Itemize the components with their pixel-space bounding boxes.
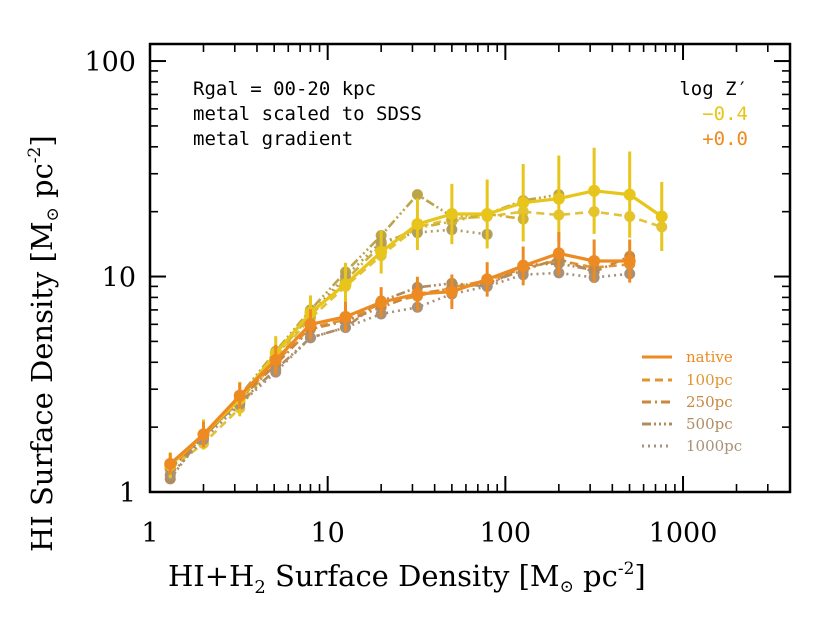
data-point xyxy=(339,278,352,291)
data-point xyxy=(481,208,494,221)
data-point xyxy=(304,318,317,331)
y-tick-label: 100 xyxy=(84,47,136,78)
data-point xyxy=(588,184,601,197)
metal-legend-entry-zero: +0.0 xyxy=(702,128,748,150)
legend-label-1000pc: 1000pc xyxy=(686,437,742,455)
series-layer xyxy=(164,147,668,485)
series-line xyxy=(169,271,630,476)
x-tick-label: 1000 xyxy=(649,518,718,549)
data-point xyxy=(375,296,388,309)
x-tick-label: 10 xyxy=(310,518,344,549)
data-point xyxy=(552,247,565,260)
data-point xyxy=(517,259,530,272)
series-line xyxy=(169,251,630,466)
style-legend: native 100pc 250pc 500pc 1000pc xyxy=(642,348,742,455)
data-point xyxy=(411,218,424,231)
series-native-z0 xyxy=(164,231,636,475)
data-point xyxy=(445,285,458,298)
legend-label-100pc: 100pc xyxy=(686,371,733,389)
data-point xyxy=(375,245,388,258)
data-point xyxy=(339,310,352,323)
data-point xyxy=(233,389,246,402)
metal-legend-title: log Z′ xyxy=(679,78,748,100)
legend-label-250pc: 250pc xyxy=(686,393,733,411)
data-point xyxy=(623,188,636,201)
x-tick-label: 1 xyxy=(141,518,158,549)
data-point xyxy=(269,353,282,366)
data-point xyxy=(623,255,636,268)
axes-layer: 1 10 100 1000 1 10 100 xyxy=(84,44,791,549)
data-point xyxy=(411,189,423,201)
data-point xyxy=(197,428,210,441)
legend-label-500pc: 500pc xyxy=(686,415,733,433)
data-point xyxy=(481,273,494,286)
y-tick-label: 1 xyxy=(119,478,136,509)
data-point xyxy=(164,457,177,470)
y-axis-title: HI Surface Density [M⊙ pc-2] xyxy=(25,135,63,552)
metal-legend-entry-minus: −0.4 xyxy=(702,103,748,125)
data-point xyxy=(517,196,530,209)
data-point xyxy=(411,287,424,300)
series-line xyxy=(169,210,663,470)
data-point xyxy=(445,208,458,221)
data-point xyxy=(655,210,668,223)
plot-frame xyxy=(148,42,792,494)
annotation-metal-scaled: metal scaled to SDSS xyxy=(193,103,422,125)
data-point xyxy=(552,192,565,205)
legend-label-native: native xyxy=(686,348,733,366)
annotation-metal-gradient: metal gradient xyxy=(193,128,353,150)
data-point xyxy=(588,255,601,268)
y-tick-label: 10 xyxy=(102,263,136,294)
annotation-radius: Rgal = 00-20 kpc xyxy=(193,78,376,100)
x-tick-label: 100 xyxy=(480,518,532,549)
x-axis-title: HI+H2 Surface Density [M⊙ pc-2] xyxy=(168,559,646,598)
series-line xyxy=(169,255,631,470)
